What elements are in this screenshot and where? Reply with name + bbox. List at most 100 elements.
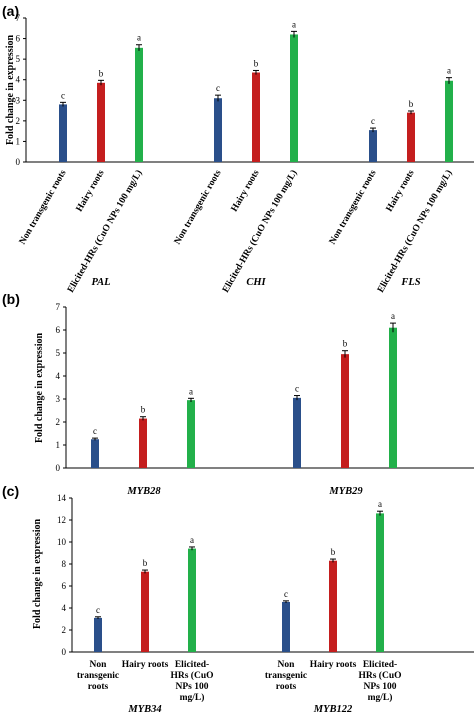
- panel-b-significance-letter: c: [295, 384, 299, 394]
- panel-c-y-axis-label: Fold change in expression: [32, 519, 43, 630]
- panel-b-y-tick-label-3: 3: [56, 394, 61, 404]
- panel-c-y-tick-label-8: 8: [62, 559, 67, 569]
- panel-a-bar-fls-hairy-roots: [407, 112, 415, 162]
- panel-b-y-tick-label-5: 5: [56, 348, 61, 358]
- panel-b-y-tick-label-0: 0: [56, 463, 61, 473]
- panel-a-x-category-label: Elicited-HRs (CuO NPs 100 mg/L): [65, 168, 144, 295]
- panel-b-bar-myb28-hairy-roots: [139, 418, 147, 468]
- panel-a-gene-label-pal: PAL: [91, 277, 110, 288]
- panel-c-significance-letter: a: [378, 499, 382, 509]
- panel-b-significance-letter: a: [391, 311, 395, 321]
- panel-a-bar-chi-elicited: [290, 34, 298, 163]
- panel-b-bar-myb28-non-transgenic: [91, 439, 99, 468]
- panel-c-x-category-label-line: NPs 100: [176, 682, 209, 692]
- panel-a-gene-label-chi: CHI: [246, 277, 266, 288]
- panel-a-significance-letter: b: [254, 58, 259, 68]
- panel-b-significance-letter: b: [343, 339, 348, 349]
- panel-b-gene-label-myb28: MYB28: [126, 486, 161, 497]
- panel-c-bar-myb34-elicited: [188, 548, 196, 652]
- panel-c-x-category-label-line: Non: [90, 660, 108, 670]
- panel-a-significance-letter: b: [409, 99, 414, 109]
- panel-a-significance-letter: a: [292, 19, 296, 29]
- panel-c-x-category-label-line: Non: [278, 660, 296, 670]
- panel-a-y-tick-label-4: 4: [16, 75, 21, 85]
- panel-b-y-tick-label-4: 4: [56, 371, 61, 381]
- panel-c-x-category-label: Elicited-HRs (CuO NPs 100 mg/L): [358, 660, 401, 703]
- panel-c-x-category-label: Non transgenic roots: [77, 660, 119, 692]
- panel-c-x-category-label-line: transgenic: [77, 671, 119, 681]
- panel-c-bar-myb122-non-transgenic: [282, 601, 290, 652]
- panel-c-x-category-label-line: roots: [88, 682, 109, 692]
- panel-a-chart: (a) Fold change in expression 0 1 2 3 4 5 6 7 c b…: [2, 3, 474, 295]
- panel-a-x-category-label: Elicited-HRs (CuO NPs 100 mg/L): [375, 168, 454, 295]
- panel-a-y-axis-label: Fold change in expression: [5, 35, 16, 146]
- panel-a-x-category-label: Non transgenic roots: [173, 168, 224, 246]
- panel-a-y-tick-label-3: 3: [16, 95, 21, 105]
- panel-b-chart: (b) Fold change in expression 0 1 2 3 4 5 6 7 c b…: [2, 291, 474, 497]
- panel-a-significance-letter: a: [447, 66, 451, 76]
- panel-c-x-category-label-line: Hairy roots: [122, 660, 169, 670]
- panel-b-significance-letter: c: [93, 426, 97, 436]
- panel-c-y-tick-label-12: 12: [57, 515, 66, 525]
- panel-c-significance-letter: b: [143, 558, 148, 568]
- panel-c-bar-myb34-non-transgenic: [94, 617, 102, 652]
- panel-c-x-category-label-line: Hairy roots: [310, 660, 357, 670]
- panel-c-significance-letter: c: [96, 605, 100, 615]
- panel-c-significance-letter: b: [331, 547, 336, 557]
- panel-b-y-axis-label: Fold change in expression: [34, 333, 45, 444]
- panel-c-significance-letter: a: [190, 535, 194, 545]
- panel-c-y-tick-label-10: 10: [57, 537, 67, 547]
- panel-a-label: (a): [2, 3, 19, 19]
- panel-a-bar-chi-hairy-roots: [252, 72, 260, 162]
- panel-c-x-category-label: Elicited-HRs (CuO NPs 100 mg/L): [170, 660, 213, 703]
- panel-a-x-category-label: Hairy roots: [385, 168, 417, 214]
- panel-a-significance-letter: c: [216, 83, 220, 93]
- panel-c-x-category-label-line: mg/L): [180, 692, 205, 703]
- panel-a-y-tick-label-2: 2: [16, 116, 21, 126]
- panel-c-chart: (c) Fold change in expression 0 2 4 6 8 10 12 1…: [2, 483, 474, 715]
- panel-c-x-category-label-line: mg/L): [368, 692, 393, 703]
- panel-a-bar-pal-elicited: [135, 47, 143, 163]
- panel-b-bar-myb29-non-transgenic: [293, 397, 301, 468]
- panel-b-bar-myb29-hairy-roots: [341, 354, 349, 468]
- panel-c-x-category-label: Non transgenic roots: [265, 660, 307, 692]
- panel-a-significance-letter: c: [61, 90, 65, 100]
- panel-c-x-category-label-line: Elicited-: [363, 660, 397, 670]
- panel-a-y-tick-label-7: 7: [16, 13, 21, 23]
- panel-c-x-category-label-line: transgenic: [265, 671, 307, 681]
- panel-c-x-category-label-line: roots: [276, 682, 297, 692]
- panel-c-label: (c): [2, 483, 19, 499]
- panel-a-significance-letter: c: [371, 116, 375, 126]
- panel-c-gene-label-myb122: MYB122: [313, 704, 353, 715]
- panel-a-bar-fls-non-transgenic: [369, 130, 377, 162]
- panel-a-bar-pal-hairy-roots: [97, 82, 105, 162]
- panel-b-gene-label-myb29: MYB29: [328, 486, 363, 497]
- panel-a-significance-letter: b: [99, 68, 104, 78]
- panel-c-y-tick-label-0: 0: [62, 647, 67, 657]
- panel-a-x-category-label: Non transgenic roots: [328, 168, 379, 246]
- panel-c-y-tick-label-14: 14: [57, 493, 67, 503]
- panel-c-x-category-label-line: NPs 100: [364, 682, 397, 692]
- panel-a-y-tick-label-6: 6: [16, 34, 21, 44]
- panel-c-bar-myb122-elicited: [376, 513, 384, 652]
- panel-c-y-tick-label-4: 4: [62, 603, 67, 613]
- panel-c-significance-letter: c: [284, 589, 288, 599]
- panel-c-gene-label-myb34: MYB34: [127, 704, 161, 715]
- panel-c-x-category-label: Hairy roots: [310, 660, 357, 670]
- panel-a-y-tick-label-1: 1: [16, 136, 21, 146]
- panel-c-bar-myb34-hairy-roots: [141, 571, 149, 652]
- panel-b-y-tick-label-6: 6: [56, 325, 61, 335]
- panel-a-x-category-label: Hairy roots: [230, 168, 262, 214]
- panel-a-bar-chi-non-transgenic: [214, 98, 222, 162]
- panel-c-x-category-label-line: Elicited-: [175, 660, 209, 670]
- panel-a-y-tick-label-0: 0: [16, 157, 21, 167]
- panel-c-bar-myb122-hairy-roots: [329, 560, 337, 652]
- panel-b-bar-myb29-elicited: [389, 327, 397, 468]
- panel-c-y-tick-label-6: 6: [62, 581, 67, 591]
- panel-b-y-tick-label-1: 1: [56, 440, 61, 450]
- panel-c-x-category-label-line: HRs (CuO: [170, 670, 213, 681]
- panel-a-y-tick-label-5: 5: [16, 54, 21, 64]
- panel-a-x-category-label: Elicited-HRs (CuO NPs 100 mg/L): [220, 168, 299, 295]
- panel-a-bar-fls-elicited: [445, 80, 453, 162]
